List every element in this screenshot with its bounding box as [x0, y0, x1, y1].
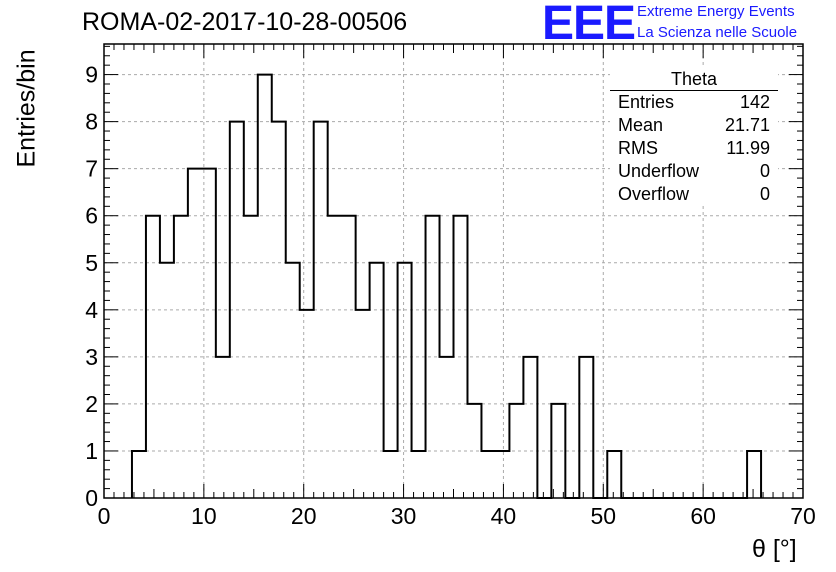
histogram-bin	[188, 169, 202, 498]
histogram-bin	[481, 451, 495, 498]
histogram-bin	[132, 451, 146, 498]
stats-label: RMS	[618, 138, 658, 158]
stats-value: 11.99	[726, 138, 770, 158]
x-tick-label: 50	[590, 503, 616, 529]
x-axis-label: θ [°]	[752, 535, 797, 563]
y-tick-label: 8	[85, 109, 98, 135]
y-axis-label: Entries/bin	[12, 49, 41, 168]
y-tick-label: 1	[85, 438, 98, 464]
y-tick-label: 7	[85, 156, 98, 182]
stats-label: Mean	[618, 115, 664, 135]
stats-label: Overflow	[618, 184, 690, 204]
histogram-bin	[523, 357, 537, 498]
histogram-bin	[370, 263, 384, 498]
stats-box: Theta Entries 142 Mean 21.71 RMS 11.99 U…	[610, 68, 778, 206]
histogram-bin	[300, 310, 314, 498]
histogram-bin	[551, 404, 565, 498]
y-tick-label: 5	[85, 250, 98, 276]
stats-label: Underflow	[618, 161, 700, 181]
stats-label: Entries	[618, 92, 675, 112]
stats-value: 142	[739, 92, 770, 112]
histogram-bin	[160, 263, 174, 498]
histogram-bin	[258, 75, 272, 498]
x-tick-label: 40	[491, 503, 517, 529]
chart-title: ROMA-02-2017-10-28-00506	[82, 8, 408, 36]
stats-row: Entries 142	[610, 91, 778, 114]
x-tick-label: 0	[98, 503, 111, 529]
x-tick-label: 10	[191, 503, 217, 529]
histogram-bin	[174, 216, 188, 498]
x-tick-label: 30	[391, 503, 417, 529]
histogram-bin	[412, 451, 426, 498]
x-tick-label: 20	[291, 503, 317, 529]
y-tick-label: 2	[85, 391, 98, 417]
stats-row: Underflow 0	[610, 160, 778, 183]
eee-logo: EEE	[542, 0, 636, 50]
y-tick-label: 0	[85, 485, 98, 511]
stats-value: 21.71	[724, 115, 770, 135]
histogram-bin	[286, 263, 300, 498]
stats-row: RMS 11.99	[610, 137, 778, 160]
histogram-outline	[130, 73, 763, 499]
stats-value: 0	[759, 184, 770, 204]
histogram-bin	[495, 451, 509, 498]
histogram-bin	[426, 216, 440, 498]
histogram-bin	[440, 357, 454, 498]
logo-line2: La Scienza nelle Scuole	[637, 24, 798, 41]
stats-row: Mean 21.71	[610, 114, 778, 137]
stats-value: 0	[759, 161, 770, 181]
logo-line1: Extreme Energy Events	[637, 3, 795, 20]
y-tick-label: 4	[85, 297, 98, 323]
histogram-bin	[607, 451, 621, 498]
x-tick-label: 60	[690, 503, 716, 529]
histogram-bin	[467, 404, 481, 498]
histogram-bin	[747, 451, 761, 498]
y-tick-label: 6	[85, 203, 98, 229]
histogram-bin	[579, 357, 593, 498]
x-tick-label: 70	[790, 503, 816, 529]
y-tick-label: 9	[85, 62, 98, 88]
stats-title: Theta	[610, 68, 778, 91]
histogram-bin	[342, 216, 356, 498]
histogram-bin	[216, 357, 230, 498]
histogram-bin	[384, 451, 398, 498]
y-tick-label: 3	[85, 344, 98, 370]
histogram-bin	[398, 263, 412, 498]
histogram-bin	[509, 404, 523, 498]
stats-row: Overflow 0	[610, 183, 778, 206]
